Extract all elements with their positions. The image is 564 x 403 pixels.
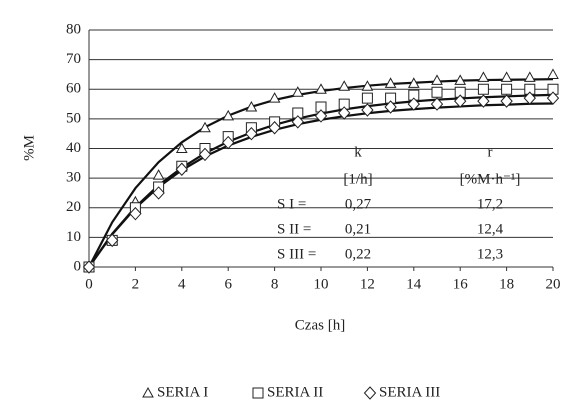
annotation-row-label: S III =: [277, 246, 316, 262]
x-tick-label: 16: [453, 276, 469, 292]
annotation-unit: [%M·h⁻¹]: [460, 171, 521, 187]
annotation-unit: [1/h]: [343, 171, 372, 187]
x-tick-label: 6: [224, 276, 232, 292]
marker: [245, 126, 258, 141]
y-tick-label: 10: [66, 229, 81, 245]
annotation-header: k: [354, 144, 362, 160]
marker: [198, 147, 212, 162]
annotation-k: 0,21: [345, 221, 371, 237]
y-tick-label: 70: [66, 51, 81, 67]
marker: [152, 186, 165, 200]
legend-marker: [252, 387, 264, 399]
legend-label: SERIA II: [267, 384, 323, 400]
legend-marker: [363, 386, 377, 400]
marker: [547, 68, 559, 79]
annotation-r: 12,3: [477, 246, 503, 262]
marker: [524, 83, 536, 95]
marker: [268, 121, 281, 135]
annotation-row-label: S II =: [277, 221, 311, 237]
annotation-r: 12,4: [477, 221, 504, 237]
marker: [477, 71, 490, 82]
marker: [407, 97, 420, 111]
annotation-header: r: [488, 144, 493, 160]
marker: [546, 91, 560, 105]
marker: [430, 97, 444, 111]
x-tick-label: 10: [314, 276, 329, 292]
marker: [222, 135, 235, 150]
marker: [315, 83, 327, 94]
marker: [431, 74, 443, 85]
marker: [245, 100, 258, 112]
x-tick-label: 8: [271, 276, 279, 292]
marker: [82, 260, 96, 274]
marker: [315, 101, 327, 113]
marker: [500, 94, 513, 108]
marker: [523, 71, 536, 82]
annotation-row-label: S I =: [277, 196, 306, 212]
marker: [291, 86, 304, 97]
annotation-k: 0,27: [345, 196, 372, 212]
y-tick-label: 50: [66, 110, 81, 126]
marker: [477, 83, 489, 95]
marker: [408, 89, 420, 101]
marker: [175, 162, 188, 176]
y-axis-label: %M: [21, 135, 37, 161]
x-axis-label: Czas [h]: [295, 317, 345, 333]
marker: [291, 115, 304, 129]
legend-label: SERIA III: [379, 384, 440, 400]
x-tick-label: 0: [85, 276, 93, 292]
x-tick-label: 18: [499, 276, 514, 292]
marker: [385, 92, 397, 104]
marker: [431, 86, 443, 98]
x-tick-label: 14: [406, 276, 422, 292]
y-tick-label: 20: [66, 199, 81, 215]
marker: [407, 77, 420, 88]
marker: [384, 77, 397, 88]
marker: [454, 74, 467, 85]
marker: [338, 106, 351, 120]
marker: [361, 103, 374, 117]
marker: [292, 107, 304, 119]
marker: [338, 80, 351, 91]
y-tick-label: 40: [66, 140, 81, 156]
annotation-r: 17,2: [477, 196, 503, 212]
marker: [477, 94, 490, 108]
marker: [361, 92, 373, 104]
marker: [268, 92, 281, 103]
marker: [314, 109, 328, 123]
y-tick-label: 60: [66, 81, 81, 97]
marker: [501, 83, 513, 95]
y-tick-label: 80: [66, 21, 81, 37]
marker: [338, 98, 350, 110]
x-tick-label: 4: [178, 276, 186, 292]
y-tick-label: 0: [74, 258, 82, 274]
marker: [175, 142, 188, 153]
marker: [454, 86, 466, 98]
x-tick-label: 20: [546, 276, 561, 292]
marker: [547, 83, 559, 95]
marker: [106, 233, 119, 248]
marker: [129, 206, 142, 221]
y-tick-label: 30: [66, 170, 81, 186]
x-tick-label: 2: [132, 276, 140, 292]
marker: [222, 109, 235, 121]
legend-marker: [142, 386, 154, 398]
marker: [361, 80, 374, 91]
marker: [500, 71, 513, 82]
legend-label: SERIA I: [157, 384, 208, 400]
marker: [454, 94, 467, 108]
annotation-k: 0,22: [345, 246, 371, 262]
x-tick-label: 12: [360, 276, 375, 292]
marker: [384, 100, 397, 114]
marker: [523, 91, 536, 105]
marker: [199, 121, 211, 133]
marker: [152, 169, 165, 180]
